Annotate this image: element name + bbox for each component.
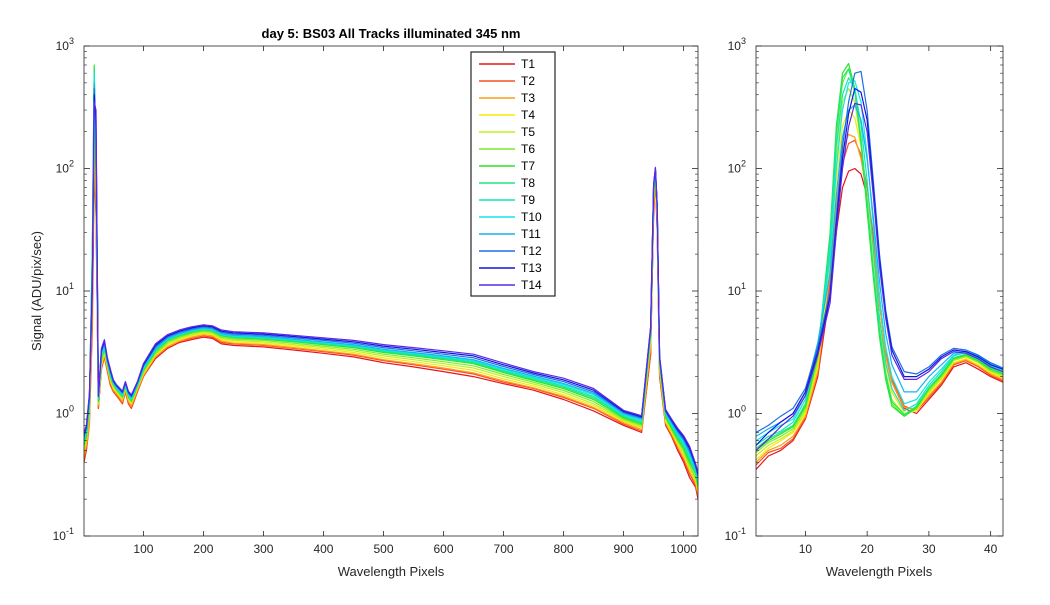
zoom-plot-lines xyxy=(756,62,1003,470)
zoom-series-line-t14 xyxy=(756,102,1003,451)
legend-label-t4: T4 xyxy=(521,108,535,122)
zoom-x-tick-label: 30 xyxy=(922,542,936,556)
legend-label-t9: T9 xyxy=(521,193,535,207)
legend-label-t5: T5 xyxy=(521,125,535,139)
zoom-series-line-t8 xyxy=(756,68,1003,449)
legend-label-t11: T11 xyxy=(521,227,541,241)
legend-label-t13: T13 xyxy=(521,261,542,275)
zoom-x-tick-label: 20 xyxy=(860,542,874,556)
main-plot-lines xyxy=(84,64,698,500)
main-y-tick-label: 102 xyxy=(56,159,74,176)
legend-box xyxy=(470,51,556,297)
zoom-y-tick-label: 10-1 xyxy=(725,526,746,543)
zoom-y-tick-label: 102 xyxy=(728,159,746,176)
main-x-tick-label: 900 xyxy=(614,542,634,556)
main-x-tick-label: 700 xyxy=(494,542,514,556)
zoom-y-tick-label: 103 xyxy=(728,36,746,53)
main-x-tick-label: 300 xyxy=(253,542,273,556)
legend-label-t3: T3 xyxy=(521,91,535,105)
zoom-axes: 10 20 30 40 10-1 100 101 102 103 Wavelength Pixe… xyxy=(725,36,1004,579)
main-x-tick-label: 400 xyxy=(313,542,333,556)
legend-label-t12: T12 xyxy=(521,244,542,258)
main-x-tick-label: 500 xyxy=(373,542,393,556)
main-y-tick-label: 103 xyxy=(56,36,74,53)
main-x-tick-label: 600 xyxy=(434,542,454,556)
zoom-series-line-t12 xyxy=(756,70,1003,434)
zoom-y-tick-label: 101 xyxy=(728,281,746,298)
legend-label-t8: T8 xyxy=(521,176,535,190)
zoom-x-axis-label: Wavelength Pixels xyxy=(826,564,933,579)
chart-title: day 5: BS03 All Tracks illuminated 345 n… xyxy=(262,26,521,41)
legend-label-t1: T1 xyxy=(521,57,535,71)
legend-label-t10: T10 xyxy=(521,210,542,224)
zoom-y-tick-label: 100 xyxy=(728,404,746,421)
zoom-x-tick-label: 10 xyxy=(799,542,813,556)
legend-label-t2: T2 xyxy=(521,74,535,88)
main-axes: 100 200 300 400 500 600 700 800 900 1000 10-1 100 10… xyxy=(29,26,699,579)
main-y-tick-label: 10-1 xyxy=(53,526,74,543)
zoom-axes-ticks: 10 20 30 40 10-1 100 101 102 103 xyxy=(725,36,1003,556)
main-y-tick-label: 100 xyxy=(56,404,74,421)
legend-label-t6: T6 xyxy=(521,142,535,156)
zoom-x-tick-label: 40 xyxy=(984,542,998,556)
legend-label-t7: T7 xyxy=(521,159,535,173)
zoom-series-line-t9 xyxy=(756,77,1003,446)
main-x-tick-label: 200 xyxy=(193,542,213,556)
y-axis-label: Signal (ADU/pix/sec) xyxy=(29,231,44,351)
main-x-tick-label: 1000 xyxy=(670,542,697,556)
main-x-tick-label: 100 xyxy=(133,542,153,556)
zoom-series-line-t4 xyxy=(756,109,1003,461)
main-series-line-t14 xyxy=(84,101,698,473)
main-x-axis-label: Wavelength Pixels xyxy=(338,564,445,579)
legend: T1 T2 T3 T4 T5 T6 T7 T8 T9 T10 T11 T12 T13 T14 xyxy=(470,51,556,297)
main-x-tick-label: 800 xyxy=(554,542,574,556)
zoom-series-line-t13 xyxy=(756,87,1003,446)
legend-label-t14: T14 xyxy=(521,278,542,292)
main-y-tick-label: 101 xyxy=(56,281,74,298)
main-axes-ticks: 100 200 300 400 500 600 700 800 900 1000 10-1 100 10… xyxy=(53,36,698,556)
